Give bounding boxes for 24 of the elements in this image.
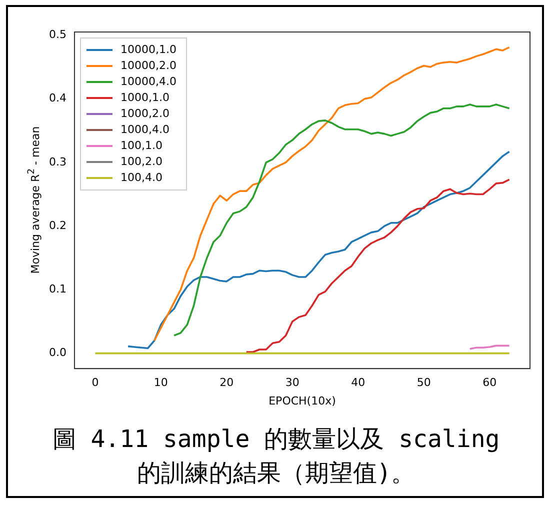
legend-label: 10000,4.0 xyxy=(120,74,176,88)
legend-label: 10000,2.0 xyxy=(120,58,176,72)
x-tick-label: 60 xyxy=(482,376,497,390)
x-tick-label: 0 xyxy=(92,376,99,390)
legend-label: 100,4.0 xyxy=(120,170,162,184)
legend-label: 100,1.0 xyxy=(120,138,162,152)
y-tick-label: 0.5 xyxy=(48,28,66,42)
y-tick-label: 0.3 xyxy=(48,155,66,168)
x-tick-label: 10 xyxy=(154,376,168,390)
legend-label: 100,2.0 xyxy=(120,154,162,168)
caption: 圖 4.11 sample 的數量以及 scaling 的訓練的結果（期望值)。 xyxy=(51,424,501,489)
x-tick-label: 50 xyxy=(416,376,431,390)
x-tick-label: 20 xyxy=(220,376,234,390)
legend-label: 1000,4.0 xyxy=(120,122,170,136)
y-tick-label: 0.4 xyxy=(48,92,66,105)
y-tick-label: 0.0 xyxy=(48,346,66,360)
legend-label: 1000,1.0 xyxy=(120,90,170,104)
y-tick-label: 0.2 xyxy=(48,218,66,232)
x-axis-title: EPOCH(10x) xyxy=(268,394,336,408)
x-tick-label: 40 xyxy=(351,376,366,390)
legend-label: 1000,2.0 xyxy=(120,106,170,120)
y-tick-label: 0.1 xyxy=(48,282,66,296)
x-tick-label: 30 xyxy=(285,376,300,390)
legend-label: 10000,1.0 xyxy=(120,42,176,56)
